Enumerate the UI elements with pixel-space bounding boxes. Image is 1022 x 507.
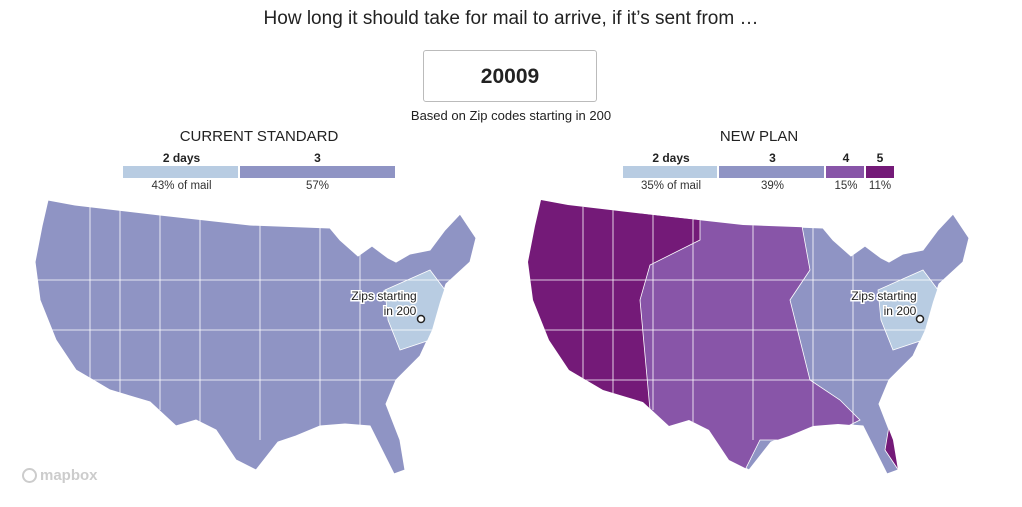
origin-marker <box>915 314 925 324</box>
origin-label: in 200 <box>884 304 917 318</box>
new-plan-map: Zips starting in 200 <box>527 199 970 475</box>
legend-label: 2 days <box>162 151 201 165</box>
legend-bar <box>719 166 826 178</box>
legend-bar <box>866 166 894 178</box>
legend-label: 3 <box>314 151 321 165</box>
page-title: How long it should take for mail to arri… <box>263 8 759 29</box>
legend-bar <box>826 166 866 178</box>
current-legend: 2 days 43% of mail 3 57% <box>123 151 395 196</box>
legend-5-days: 5 11% <box>866 151 894 192</box>
current-standard-map: Zips starting in 200 <box>34 199 477 475</box>
legend-4-days: 4 15% <box>826 151 866 192</box>
origin-label: in 200 <box>384 304 417 318</box>
mapbox-text: mapbox <box>40 467 98 484</box>
legend-pct: 57% <box>305 180 330 192</box>
legend-3-days: 3 57% <box>240 151 395 192</box>
legend-bar <box>123 166 240 178</box>
legend-pct: 43% of mail <box>151 180 212 192</box>
legend-label: 5 <box>876 151 884 165</box>
mapbox-icon <box>22 468 37 483</box>
legend-pct: 35% of mail <box>640 180 702 192</box>
legend-label: 2 days <box>652 151 690 165</box>
legend-bar <box>623 166 719 178</box>
zip-note: Based on Zip codes starting in 200 <box>410 108 612 123</box>
legend-3-days: 3 39% <box>719 151 826 192</box>
origin-label: Zips starting <box>851 289 916 303</box>
zip-input[interactable]: 20009 <box>423 50 597 102</box>
origin-label: Zips starting <box>351 289 416 303</box>
new-plan-title: NEW PLAN <box>719 128 799 145</box>
legend-label: 4 <box>842 151 850 165</box>
legend-pct: 11% <box>868 180 892 192</box>
state-borders <box>528 200 969 440</box>
legend-pct: 39% <box>760 180 785 192</box>
legend-label: 3 <box>769 151 776 165</box>
current-standard-title: CURRENT STANDARD <box>179 128 339 145</box>
mapbox-logo[interactable]: mapbox <box>22 467 98 484</box>
origin-marker <box>416 314 426 324</box>
legend-2-days: 2 days 43% of mail <box>123 151 240 192</box>
state-borders <box>35 200 476 440</box>
new-plan-legend: 2 days 35% of mail 3 39% 4 15% 5 11% <box>623 151 894 196</box>
legend-pct: 15% <box>834 180 858 192</box>
legend-2-days: 2 days 35% of mail <box>623 151 719 192</box>
legend-bar <box>240 166 395 178</box>
